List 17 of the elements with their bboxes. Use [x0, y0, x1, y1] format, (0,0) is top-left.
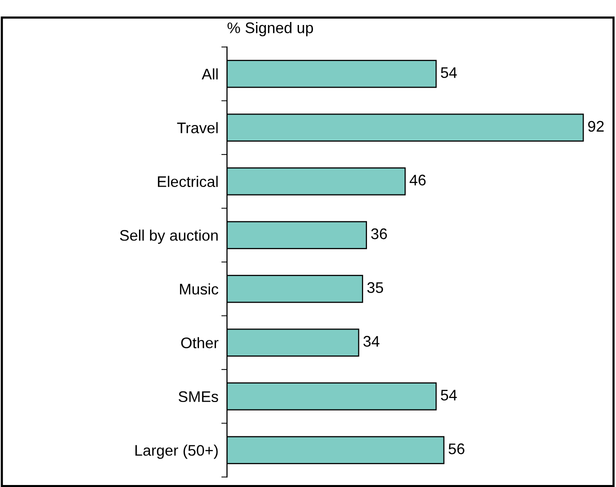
y-tick-label: Electrical [158, 176, 218, 188]
y-tick-label: Sell by auction [120, 230, 218, 244]
data-label: 36 [371, 228, 387, 240]
data-label: 54 [440, 67, 457, 78]
y-tick-label: Travel [177, 122, 218, 134]
y-tick-label: Larger (50+) [135, 444, 218, 459]
y-tick-label: Music [180, 283, 218, 295]
y-tick-label: Other [181, 337, 218, 348]
data-label: 56 [448, 443, 464, 454]
y-axis-title: % Signed up [228, 22, 313, 36]
data-label: 35 [367, 282, 384, 293]
y-tick-label: SMEs [178, 391, 218, 402]
data-label: 92 [588, 120, 604, 132]
data-label: 54 [440, 390, 457, 400]
data-label: 34 [363, 336, 380, 347]
y-tick-label: All [202, 68, 218, 80]
data-label: 46 [410, 174, 426, 186]
